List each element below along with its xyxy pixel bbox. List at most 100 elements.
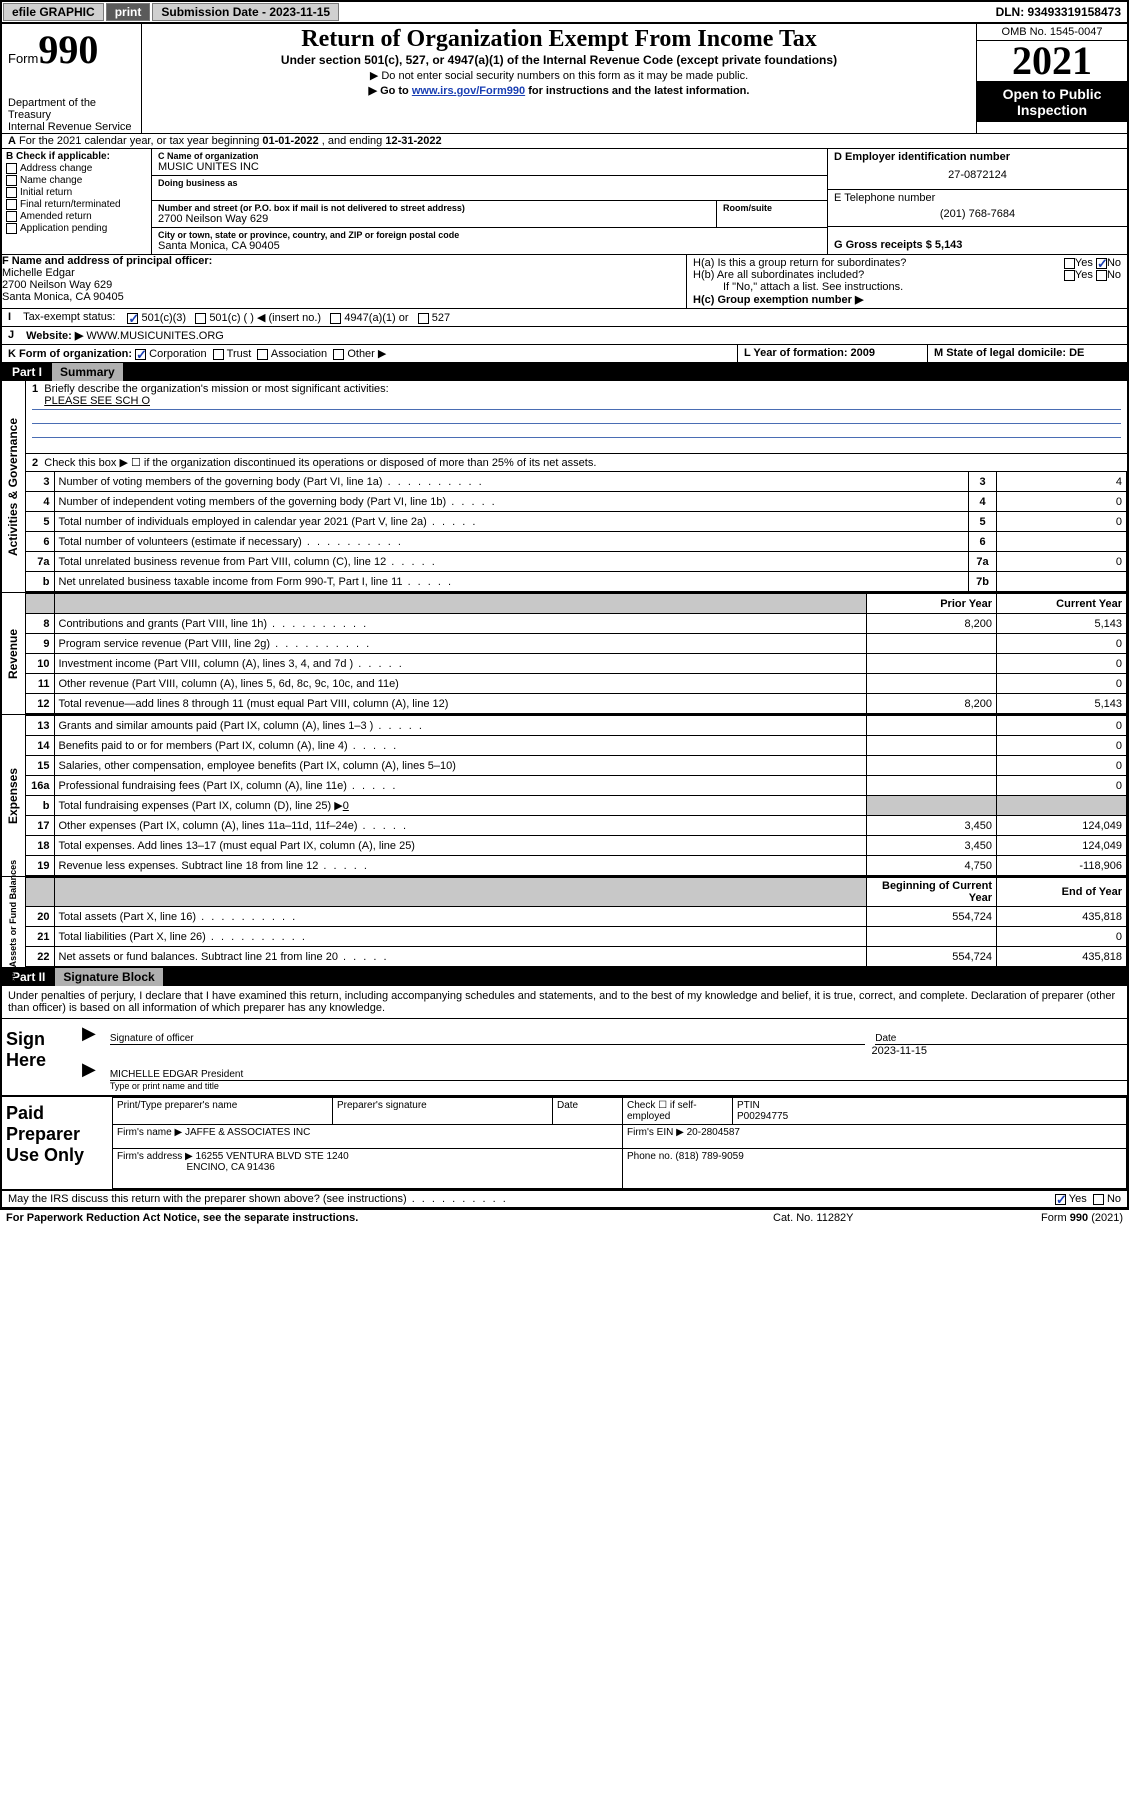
type-print-label: Type or print name and title bbox=[110, 1081, 1127, 1091]
l18c: 124,049 bbox=[997, 836, 1127, 856]
l14c: 0 bbox=[997, 736, 1127, 756]
ha-label: H(a) Is this a group return for subordin… bbox=[693, 257, 906, 269]
l14: Benefits paid to or for members (Part IX… bbox=[59, 740, 399, 752]
city-state-zip: Santa Monica, CA 90405 bbox=[158, 240, 821, 252]
vlabel-governance: Activities & Governance bbox=[2, 381, 26, 592]
l5: Total number of individuals employed in … bbox=[59, 516, 478, 528]
paid-preparer-table: Print/Type preparer's name Preparer's si… bbox=[112, 1097, 1127, 1189]
l7a: Total unrelated business revenue from Pa… bbox=[59, 556, 437, 568]
l9c: 0 bbox=[997, 634, 1127, 654]
paid-preparer-label: Paid Preparer Use Only bbox=[2, 1097, 112, 1189]
officer-addr2: Santa Monica, CA 90405 bbox=[2, 291, 686, 303]
prep-sig-cell: Preparer's signature bbox=[333, 1098, 553, 1125]
l12p: 8,200 bbox=[867, 694, 997, 714]
l6: Total number of volunteers (estimate if … bbox=[59, 536, 403, 548]
discuss-yes-checkbox[interactable] bbox=[1055, 1194, 1066, 1205]
note2-post: for instructions and the latest informat… bbox=[525, 85, 749, 97]
amended-return-checkbox[interactable] bbox=[6, 211, 17, 222]
ha-no-checkbox[interactable] bbox=[1096, 258, 1107, 269]
527-checkbox[interactable] bbox=[418, 313, 429, 324]
other-checkbox[interactable] bbox=[333, 349, 344, 360]
g-label: G Gross receipts $ 5,143 bbox=[834, 239, 962, 251]
rowA-begin: 01-01-2022 bbox=[262, 135, 318, 147]
part1-title: Summary bbox=[52, 363, 123, 381]
trust-checkbox[interactable] bbox=[213, 349, 224, 360]
l16b-shade2 bbox=[997, 796, 1127, 816]
l3-val: 4 bbox=[997, 472, 1127, 492]
discuss-no-checkbox[interactable] bbox=[1093, 1194, 1104, 1205]
c-addr-row: Number and street (or P.O. box if mail i… bbox=[152, 201, 827, 228]
l7a-val: 0 bbox=[997, 552, 1127, 572]
l16ap bbox=[867, 776, 997, 796]
4947-checkbox[interactable] bbox=[330, 313, 341, 324]
org-name: MUSIC UNITES INC bbox=[158, 161, 821, 173]
ha-yes-checkbox[interactable] bbox=[1064, 258, 1075, 269]
l1-label: Briefly describe the organization's miss… bbox=[44, 383, 388, 395]
c-addr-cell: Number and street (or P.O. box if mail i… bbox=[152, 201, 717, 227]
l20b: 554,724 bbox=[867, 907, 997, 927]
g-gross-cell: G Gross receipts $ 5,143 bbox=[828, 227, 1127, 253]
l7b-val bbox=[997, 572, 1127, 592]
vlabel-expenses: Expenses bbox=[2, 715, 26, 876]
assoc-checkbox[interactable] bbox=[257, 349, 268, 360]
c-addr-label: Number and street (or P.O. box if mail i… bbox=[158, 203, 710, 213]
part1-num: Part I bbox=[2, 365, 52, 379]
k-o1: Corporation bbox=[149, 348, 206, 360]
irs-link[interactable]: www.irs.gov/Form990 bbox=[412, 85, 525, 97]
yes-label: Yes bbox=[1075, 257, 1093, 269]
net-assets-table: Beginning of Current YearEnd of Year 20T… bbox=[26, 877, 1127, 967]
corp-checkbox[interactable] bbox=[135, 349, 146, 360]
firm-addr2: ENCINO, CA 91436 bbox=[186, 1162, 274, 1173]
firm-addr-cell: Firm's address ▶ 16255 VENTURA BLVD STE … bbox=[113, 1149, 623, 1189]
vlabel-net: Net Assets or Fund Balances bbox=[2, 877, 26, 967]
k-o2: Trust bbox=[227, 348, 252, 360]
dept-treasury: Department of the Treasury bbox=[8, 97, 135, 121]
l9: Program service revenue (Part VIII, line… bbox=[59, 638, 372, 650]
501c3-checkbox[interactable] bbox=[127, 313, 138, 324]
i-o4: 527 bbox=[432, 312, 450, 324]
ptin-value: P00294775 bbox=[737, 1111, 788, 1122]
address-change-checkbox[interactable] bbox=[6, 163, 17, 174]
hb-label: H(b) Are all subordinates included? bbox=[693, 269, 864, 281]
i-o1: 501(c)(3) bbox=[141, 312, 186, 324]
f-label: F Name and address of principal officer: bbox=[2, 255, 212, 267]
form-title: Return of Organization Exempt From Incom… bbox=[301, 26, 817, 53]
d-label: D Employer identification number bbox=[834, 151, 1010, 163]
ptin-cell: PTINP00294775 bbox=[733, 1098, 1127, 1125]
initial-return-checkbox[interactable] bbox=[6, 187, 17, 198]
hb-yes-checkbox[interactable] bbox=[1064, 270, 1075, 281]
header-left: Form990 Department of the Treasury Inter… bbox=[2, 24, 142, 133]
c-city-cell: City or town, state or province, country… bbox=[152, 228, 827, 254]
vlabel-revenue: Revenue bbox=[2, 593, 26, 714]
governance-table: 3Number of voting members of the governi… bbox=[26, 471, 1127, 592]
discuss-text: May the IRS discuss this return with the… bbox=[8, 1193, 508, 1205]
topbar-spacer bbox=[340, 2, 989, 22]
row-j-website: J Website: ▶ WWW.MUSICUNITES.ORG bbox=[2, 327, 1127, 345]
l8p: 8,200 bbox=[867, 614, 997, 634]
b-app: Application pending bbox=[20, 223, 107, 234]
print-button[interactable]: print bbox=[106, 3, 151, 21]
sig-officer-label: Signature of officer bbox=[110, 1033, 194, 1044]
efile-graphic-button[interactable]: efile GRAPHIC bbox=[3, 3, 104, 21]
sign-here-label: Sign Here bbox=[2, 1019, 82, 1095]
501c-checkbox[interactable] bbox=[195, 313, 206, 324]
website-url: WWW.MUSICUNITES.ORG bbox=[86, 330, 224, 342]
block-f-h: F Name and address of principal officer:… bbox=[2, 255, 1127, 309]
application-pending-checkbox[interactable] bbox=[6, 223, 17, 234]
row-i-tax-status: I Tax-exempt status: 501(c)(3) 501(c) ( … bbox=[2, 309, 1127, 327]
part1-header: Part I Summary bbox=[2, 363, 1127, 381]
hb-no-checkbox[interactable] bbox=[1096, 270, 1107, 281]
tax-year: 2021 bbox=[977, 41, 1127, 82]
firm-phone-cell: Phone no. (818) 789-9059 bbox=[623, 1149, 1127, 1189]
c-room-label: Room/suite bbox=[723, 203, 821, 213]
final-return-checkbox[interactable] bbox=[6, 199, 17, 210]
name-change-checkbox[interactable] bbox=[6, 175, 17, 186]
line1-mission: 1 Briefly describe the organization's mi… bbox=[26, 381, 1127, 454]
l7b: Net unrelated business taxable income fr… bbox=[59, 576, 454, 588]
firm-name: JAFFE & ASSOCIATES INC bbox=[185, 1127, 310, 1138]
officer-name-title: MICHELLE EDGAR President bbox=[110, 1069, 243, 1080]
header-center: Return of Organization Exempt From Incom… bbox=[142, 24, 977, 133]
section-net-assets: Net Assets or Fund Balances Beginning of… bbox=[2, 877, 1127, 968]
submission-date-button[interactable]: Submission Date - 2023-11-15 bbox=[152, 3, 339, 21]
line2-checkbox: 2 Check this box ▶ ☐ if the organization… bbox=[26, 454, 1127, 471]
